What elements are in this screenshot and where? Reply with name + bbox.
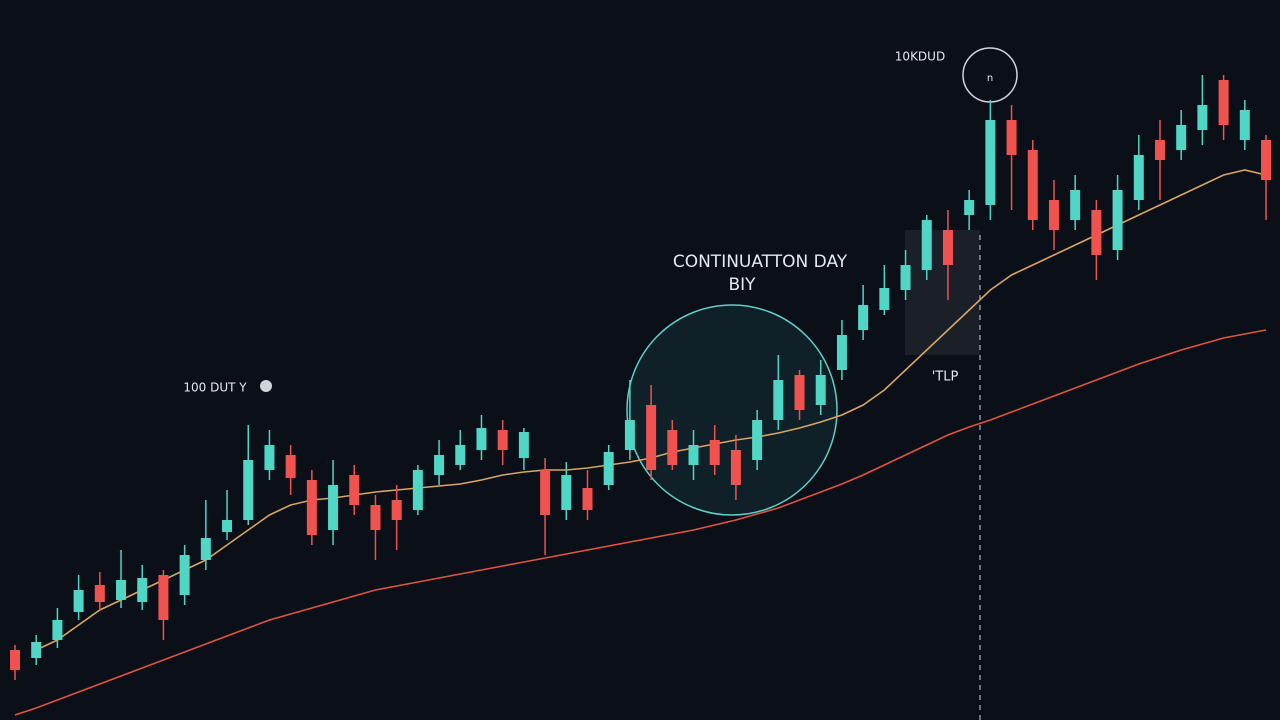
annotation: BIY	[728, 275, 756, 295]
candle-body	[476, 428, 487, 450]
highlight-circle	[626, 304, 838, 516]
candle-body	[200, 538, 211, 560]
candle-body	[1261, 140, 1271, 180]
candle-body	[667, 430, 678, 465]
candle-body	[179, 555, 190, 595]
candle-body	[1197, 105, 1208, 130]
annotation: 'TLP	[932, 370, 959, 385]
candle-body	[561, 475, 572, 510]
candle-body	[709, 440, 720, 465]
candle-body	[624, 420, 635, 450]
candle-body	[1006, 120, 1017, 155]
candle-body	[518, 432, 529, 458]
candle-body	[1218, 80, 1229, 125]
candle-body	[582, 488, 593, 510]
candle-body	[858, 305, 869, 330]
candle-body	[921, 220, 932, 270]
highlight-zone	[905, 230, 980, 355]
annotation: 10KDUD	[895, 50, 945, 64]
candle-body	[836, 335, 847, 370]
annotation: 100 DUT Y	[183, 381, 247, 395]
candle-body	[370, 505, 381, 530]
candle-body	[455, 445, 466, 465]
candle-body	[603, 452, 614, 485]
candle-body	[1027, 150, 1038, 220]
candle-body	[794, 375, 805, 410]
moving-average	[14, 329, 1267, 716]
candle-body	[391, 500, 402, 520]
candle-body	[985, 120, 996, 205]
candle-body	[94, 585, 105, 602]
candle-body	[264, 445, 275, 470]
candle-body	[306, 480, 317, 535]
candle-body	[158, 575, 169, 620]
annotation: n	[987, 73, 993, 84]
candle-body	[942, 230, 953, 265]
candle-body	[31, 642, 42, 658]
candle-body	[52, 620, 63, 640]
candle-body	[1112, 190, 1123, 250]
candle-body	[434, 455, 445, 475]
candle-body	[73, 590, 84, 612]
candle-body	[1176, 125, 1187, 150]
candle-body	[688, 445, 699, 465]
candle-body	[540, 470, 551, 515]
candle-body	[328, 485, 339, 530]
candle-body	[243, 460, 254, 520]
candle-body	[1154, 140, 1165, 160]
candle-body	[1133, 155, 1144, 200]
annotation-dot	[260, 380, 272, 392]
candle-body	[412, 470, 423, 510]
candle-body	[1091, 210, 1102, 255]
candle-body	[285, 455, 296, 478]
candle-body	[1048, 200, 1059, 230]
candle-body	[497, 430, 508, 450]
candle-body	[879, 288, 890, 310]
annotation: CONTINUATTON DAY	[673, 252, 848, 272]
candle-body	[964, 200, 975, 215]
candle-body	[752, 420, 763, 460]
candle-body	[646, 405, 657, 470]
candle-body	[137, 578, 148, 602]
candle-body	[1070, 190, 1081, 220]
candle-body	[116, 580, 127, 600]
plot	[10, 75, 1271, 716]
candle-body	[900, 265, 911, 290]
candle-body	[349, 475, 360, 505]
candle-body	[222, 520, 233, 532]
candle-body	[1239, 110, 1250, 140]
candle-body	[815, 375, 826, 405]
candle-body	[773, 380, 784, 420]
candle-body	[10, 650, 20, 670]
candle-body	[730, 450, 741, 485]
